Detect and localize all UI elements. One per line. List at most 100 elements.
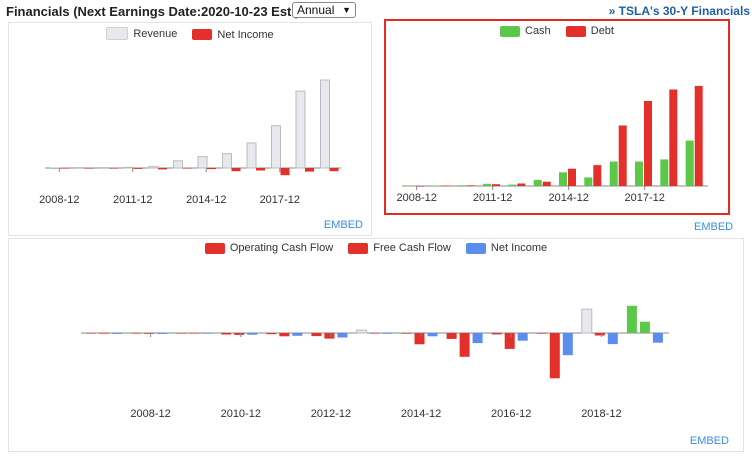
bar-net-income-2007-12[interactable] bbox=[112, 333, 122, 334]
bar-net-income-2015-12[interactable] bbox=[231, 168, 241, 172]
bar-debt-2010-12[interactable] bbox=[466, 185, 475, 186]
bar-revenue-2012-12[interactable] bbox=[148, 166, 159, 169]
bar-revenue-2009-12[interactable] bbox=[75, 167, 85, 169]
bar-operating-cash-flow-2013-12[interactable] bbox=[356, 329, 367, 334]
bar-debt-2008-12[interactable] bbox=[416, 186, 424, 187]
bar-net-income-2016-12[interactable] bbox=[517, 333, 528, 341]
bar-debt-2016-12[interactable] bbox=[618, 125, 627, 187]
legend-item-free-cash-flow[interactable]: Free Cash Flow bbox=[348, 242, 451, 254]
bar-operating-cash-flow-2018-12[interactable] bbox=[581, 308, 593, 334]
bar-net-income-2017-12[interactable] bbox=[562, 333, 573, 356]
bar-cash-2010-12[interactable] bbox=[457, 185, 466, 186]
bar-revenue-2018-12[interactable] bbox=[295, 90, 306, 169]
bar-net-income-2019-12[interactable] bbox=[652, 333, 663, 343]
bar-debt-2009-12[interactable] bbox=[441, 185, 450, 187]
bar-revenue-2015-12[interactable] bbox=[222, 153, 232, 169]
bar-free-cash-flow-2014-12[interactable] bbox=[414, 333, 425, 345]
bar-net-income-2012-12[interactable] bbox=[337, 333, 348, 338]
bar-free-cash-flow-2011-12[interactable] bbox=[279, 333, 290, 337]
bar-net-income-2008-12[interactable] bbox=[157, 333, 168, 334]
bar-operating-cash-flow-2009-12[interactable] bbox=[176, 333, 187, 334]
bar-debt-2013-12[interactable] bbox=[542, 181, 551, 186]
embed-link[interactable]: EMBED bbox=[694, 221, 734, 233]
bar-revenue-2008-12[interactable] bbox=[50, 167, 61, 170]
bar-net-income-2011-12[interactable] bbox=[292, 333, 303, 336]
bar-revenue-2014-12[interactable] bbox=[197, 156, 208, 169]
embed-link[interactable]: EMBED bbox=[689, 435, 729, 447]
legend-item-cash[interactable]: Cash bbox=[500, 25, 551, 37]
bar-free-cash-flow-2012-12[interactable] bbox=[324, 333, 335, 339]
bar-debt-2018-12[interactable] bbox=[669, 89, 678, 187]
bar-revenue-2011-12[interactable] bbox=[124, 166, 134, 169]
bar-net-income-2012-12[interactable] bbox=[158, 168, 167, 170]
bar-net-income-2010-12[interactable] bbox=[109, 168, 118, 169]
bar-cash-2019-12[interactable] bbox=[685, 140, 694, 186]
bar-net-income-2019-12[interactable] bbox=[329, 168, 339, 172]
embed-link[interactable]: EMBED bbox=[323, 219, 363, 231]
bar-revenue-2019-12[interactable] bbox=[320, 79, 330, 169]
bar-operating-cash-flow-2011-12[interactable] bbox=[266, 333, 277, 335]
bar-debt-2015-12[interactable] bbox=[593, 165, 602, 186]
bar-net-income-2016-12[interactable] bbox=[256, 168, 265, 171]
bar-operating-cash-flow-2012-12[interactable] bbox=[311, 333, 322, 337]
bar-net-income-2013-12[interactable] bbox=[382, 333, 393, 334]
bar-debt-2014-12[interactable] bbox=[568, 168, 576, 186]
legend-item-net-income[interactable]: Net Income bbox=[192, 29, 274, 41]
bar-operating-cash-flow-2014-12[interactable] bbox=[401, 333, 412, 334]
bar-net-income-2009-12[interactable] bbox=[84, 168, 94, 169]
bar-net-income-2008-12[interactable] bbox=[60, 168, 69, 169]
bar-free-cash-flow-2010-12[interactable] bbox=[234, 333, 245, 335]
legend-item-debt[interactable]: Debt bbox=[565, 25, 614, 37]
bar-free-cash-flow-2015-12[interactable] bbox=[459, 333, 470, 357]
bar-cash-2017-12[interactable] bbox=[635, 161, 643, 187]
bar-operating-cash-flow-2010-12[interactable] bbox=[221, 333, 232, 335]
bar-net-income-2015-12[interactable] bbox=[472, 333, 483, 344]
bar-net-income-2013-12[interactable] bbox=[182, 168, 192, 169]
bar-cash-2013-12[interactable] bbox=[533, 179, 542, 186]
bar-debt-2019-12[interactable] bbox=[694, 85, 703, 186]
bar-operating-cash-flow-2007-12[interactable] bbox=[86, 333, 96, 334]
bar-free-cash-flow-2013-12[interactable] bbox=[369, 333, 380, 334]
bar-net-income-2018-12[interactable] bbox=[607, 333, 618, 345]
bar-free-cash-flow-2017-12[interactable] bbox=[549, 333, 560, 379]
legend-item-operating-cash-flow[interactable]: Operating Cash Flow bbox=[204, 242, 333, 254]
bar-debt-2017-12[interactable] bbox=[644, 101, 652, 186]
bar-cash-2009-12[interactable] bbox=[432, 185, 441, 187]
bar-operating-cash-flow-2015-12[interactable] bbox=[446, 333, 457, 339]
bar-operating-cash-flow-2017-12[interactable] bbox=[536, 333, 547, 334]
bar-debt-2012-12[interactable] bbox=[517, 183, 526, 187]
bar-cash-2012-12[interactable] bbox=[508, 184, 517, 186]
bar-net-income-2010-12[interactable] bbox=[247, 333, 258, 335]
bar-cash-2014-12[interactable] bbox=[559, 172, 567, 186]
bar-operating-cash-flow-2008-12[interactable] bbox=[131, 333, 142, 334]
bar-net-income-2014-12[interactable] bbox=[207, 168, 216, 170]
bar-revenue-2017-12[interactable] bbox=[271, 125, 281, 169]
thirty-year-financials-link[interactable]: » TSLA's 30-Y Financials bbox=[608, 4, 750, 18]
bar-free-cash-flow-2019-12[interactable] bbox=[639, 321, 650, 333]
period-select[interactable]: Annual ▼ bbox=[292, 2, 356, 18]
bar-cash-2018-12[interactable] bbox=[660, 159, 669, 186]
bar-net-income-2018-12[interactable] bbox=[305, 168, 314, 172]
bar-cash-2016-12[interactable] bbox=[609, 161, 618, 187]
bar-revenue-2010-12[interactable] bbox=[99, 167, 110, 169]
bar-net-income-2009-12[interactable] bbox=[202, 333, 213, 334]
bar-revenue-2013-12[interactable] bbox=[173, 160, 183, 169]
bar-debt-2011-12[interactable] bbox=[492, 184, 500, 186]
bar-net-income-2017-12[interactable] bbox=[280, 168, 290, 176]
bar-net-income-2011-12[interactable] bbox=[133, 168, 143, 169]
bar-free-cash-flow-2008-12[interactable] bbox=[144, 333, 155, 334]
bar-free-cash-flow-2016-12[interactable] bbox=[504, 333, 515, 349]
bar-operating-cash-flow-2016-12[interactable] bbox=[491, 333, 502, 335]
legend-item-revenue[interactable]: Revenue bbox=[106, 27, 177, 40]
bar-free-cash-flow-2018-12[interactable] bbox=[594, 333, 605, 336]
bar-operating-cash-flow-2019-12[interactable] bbox=[626, 305, 637, 333]
legend-item-net-income[interactable]: Net Income bbox=[465, 242, 547, 254]
bar-revenue-2016-12[interactable] bbox=[246, 142, 257, 169]
bar-cash-2008-12[interactable] bbox=[407, 185, 415, 187]
bar-cash-2011-12[interactable] bbox=[483, 183, 491, 186]
bar-net-income-2014-12[interactable] bbox=[427, 333, 438, 337]
bar-free-cash-flow-2007-12[interactable] bbox=[99, 333, 109, 334]
bar-free-cash-flow-2009-12[interactable] bbox=[189, 333, 200, 334]
bar-cash-2015-12[interactable] bbox=[584, 177, 593, 186]
x-tick-label: 2008-12 bbox=[130, 408, 170, 420]
